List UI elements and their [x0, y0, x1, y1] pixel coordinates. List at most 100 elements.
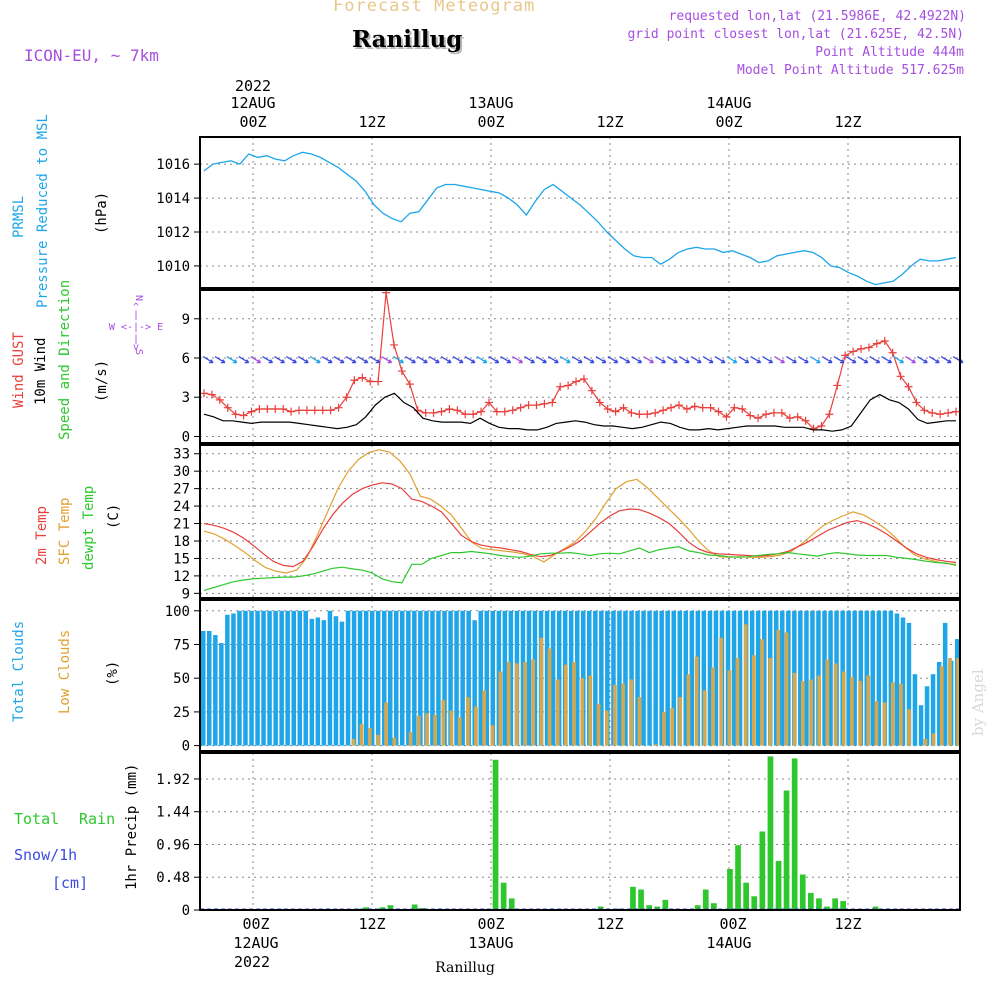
wind-gust-label: Wind GUST [11, 332, 27, 408]
total-cloud-bar [237, 610, 242, 746]
gridlines [200, 137, 960, 911]
wind-direction-arrow [405, 356, 416, 364]
compass-north: N [133, 295, 144, 301]
low-cloud-bar [670, 707, 674, 746]
low-cloud-bar [359, 724, 364, 746]
total-cloud-bar [267, 610, 272, 746]
low-cloud-bar [425, 713, 429, 746]
rain-bar [694, 905, 701, 910]
ytick-label-p3-2: 15 [173, 551, 190, 567]
wind-direction-arrow [940, 356, 952, 364]
location-title: Ranillug [352, 26, 463, 53]
temp-dewpt-label: dewpt Temp [81, 486, 97, 570]
total-cloud-bar [568, 610, 574, 746]
wind-direction-arrow [607, 356, 619, 364]
ytick-label-p3-6: 27 [173, 482, 190, 498]
top-year-label: 2022 [235, 77, 271, 95]
total-cloud-bar [900, 617, 906, 746]
total-cloud-bar [798, 610, 803, 746]
wind-gust-marker [825, 410, 834, 419]
wind-gust-marker [461, 410, 470, 419]
wind-gust-marker [817, 422, 826, 430]
wind-direction-arrow [571, 356, 583, 364]
ytick-label-p4-3: 75 [173, 637, 190, 653]
total-cloud-bar [400, 610, 405, 746]
low-cloud-bar [817, 675, 822, 746]
low-cloud-bar [555, 679, 560, 746]
rain-bar [808, 892, 814, 910]
wind-gust-marker [223, 403, 232, 412]
wind-gust-marker [579, 374, 588, 383]
total-cloud-bar [701, 610, 707, 746]
low-cloud-bar [801, 680, 805, 746]
wind-direction-arrow [785, 356, 797, 364]
wind-gust-marker [374, 377, 383, 386]
total-cloud-bar [369, 610, 375, 746]
total-cloud-bar [327, 610, 333, 746]
wind-gust-marker [445, 405, 454, 413]
wind-10m-label: 10m Wind [33, 338, 49, 405]
wind-gust-marker [255, 405, 264, 413]
low-cloud-bar [637, 697, 642, 746]
wind-gust-marker [239, 411, 248, 420]
total-cloud-bar [520, 610, 526, 746]
rain-bar [727, 869, 733, 910]
total-cloud-bar [671, 610, 676, 746]
wind-gust-marker [864, 343, 873, 352]
low-cloud-bar [694, 656, 699, 746]
temp-sfc-label: SFC Temp [57, 498, 73, 565]
wind-gust-marker [477, 407, 486, 416]
low-clouds-label: Low Clouds [57, 630, 73, 714]
prmsl-desc-label: Pressure Reduced to MSL [35, 114, 51, 308]
wind-direction-arrow [464, 356, 476, 364]
low-cloud-bar [735, 658, 740, 746]
total-cloud-bar [870, 610, 875, 746]
total-cloud-bar [665, 610, 670, 746]
total-cloud-bar [611, 610, 616, 746]
low-cloud-bar [686, 674, 691, 746]
total-cloud-bar [454, 610, 459, 746]
temp-2m-label: 2m Temp [34, 506, 50, 565]
top-date-14aug: 14AUG [706, 94, 751, 112]
ytick-label-p5-3: 1.44 [156, 805, 190, 821]
total-cloud-bar [466, 610, 471, 746]
bottom-time-1: 12Z [358, 915, 385, 933]
total-cloud-bar [472, 620, 477, 746]
bottom-time-0: 00Z [242, 915, 269, 933]
wind-gust-marker [318, 406, 327, 415]
wind-gust-marker [421, 408, 430, 417]
gridpoint-coords: grid point closest lon,lat (21.625E, 42.… [627, 27, 964, 42]
wind-gust-marker [405, 380, 414, 389]
rain-bar [638, 889, 644, 910]
low-cloud-bar [441, 699, 446, 746]
total-cloud-bar [846, 610, 851, 746]
low-cloud-bar [596, 703, 601, 746]
low-cloud-bar [539, 637, 544, 746]
wind-direction-arrow [643, 356, 655, 364]
low-cloud-bar [866, 675, 871, 746]
compass-south: S [133, 349, 144, 355]
pressure-line [203, 151, 957, 286]
cm-unit-label: [cm] [52, 874, 88, 892]
low-cloud-bar [931, 733, 936, 746]
wind-direction-arrow [357, 356, 369, 364]
wind-gust-marker [841, 351, 850, 360]
percent-unit-label: (%) [105, 661, 121, 686]
rain-bar [775, 860, 782, 910]
wind-direction-arrow [726, 356, 738, 364]
low-cloud-bar [580, 678, 585, 746]
total-cloud-bar [460, 610, 465, 746]
sfc-temp-line [203, 449, 957, 574]
low-cloud-bar [629, 679, 634, 746]
total-cloud-bar [249, 610, 254, 746]
compass-we: W <-|-> E [109, 322, 163, 333]
low-cloud-bar [743, 624, 748, 746]
wind-gust-marker [682, 405, 691, 413]
total-cloud-bar [936, 662, 942, 746]
low-cloud-bar [825, 659, 830, 746]
top-time-5: 12Z [834, 113, 861, 131]
low-cloud-bar [547, 648, 552, 746]
wind-direction-arrow [262, 356, 274, 364]
wind-direction-arrow [381, 356, 393, 364]
low-cloud-bar [506, 662, 511, 746]
